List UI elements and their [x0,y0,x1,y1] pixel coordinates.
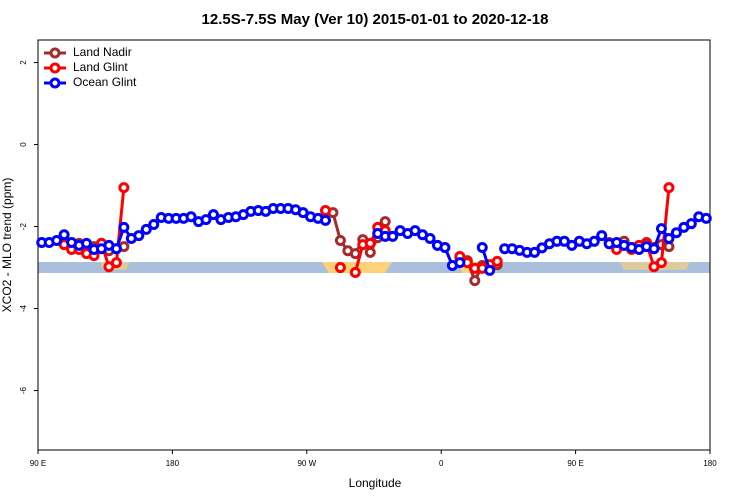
data-point [148,219,160,230]
data-point [110,257,122,269]
data-point [185,211,197,223]
x-axis-label: Longitude [349,476,402,490]
data-point [655,257,667,269]
data-point [655,223,667,235]
data-point [588,235,600,247]
legend-label: Ocean Glint [73,75,137,89]
data-point [596,230,608,242]
legend-marker [49,77,61,89]
data-point [364,237,376,249]
x-tick-label: 90 W [297,459,316,468]
data-point [476,241,488,253]
data-point [670,227,682,239]
legend-marker [49,47,61,59]
data-point [663,232,675,244]
data-point [140,223,152,235]
x-tick-label: 0 [439,459,444,468]
legend-marker [49,62,61,74]
data-point [51,234,63,246]
x-tick-label: 90 E [567,459,583,468]
y-axis-label: XCO2 - MLO trend (ppm) [0,178,14,313]
y-tick-label: -2 [19,222,28,230]
x-tick-label: 180 [703,459,717,468]
data-point [387,230,399,242]
data-point [334,234,346,246]
x-tick-label: 90 E [30,459,46,468]
y-tick-label: 2 [19,60,28,65]
y-tick-label: -6 [19,386,28,394]
y-tick-label: 0 [19,142,28,147]
data-point [133,230,145,242]
data-point [439,241,451,253]
data-point [484,264,496,276]
y-tick-label: -4 [19,304,28,312]
data-point [491,255,503,267]
data-point [319,214,331,226]
data-point [663,182,675,194]
data-point [349,266,361,278]
data-point [334,262,346,274]
data-point [81,237,93,249]
series-line [63,187,671,273]
data-point [454,257,466,269]
data-point [424,232,436,244]
x-tick-label: 180 [166,459,180,468]
data-point [469,275,481,287]
data-point [529,246,541,258]
chart-title: 12.5S-7.5S May (Ver 10) 2015-01-01 to 20… [202,11,549,28]
data-point [700,212,712,224]
data-point [200,214,212,226]
legend-label: Land Glint [73,60,128,74]
data-point [110,243,122,255]
data-point [58,229,70,241]
data-point [118,182,130,194]
data-point [648,243,660,255]
data-point [118,221,130,233]
data-point [685,218,697,230]
data-point [364,246,376,258]
data-point [319,205,331,217]
legend-label: Land Nadir [73,45,132,59]
data-point [207,209,219,221]
data-point [379,216,391,228]
